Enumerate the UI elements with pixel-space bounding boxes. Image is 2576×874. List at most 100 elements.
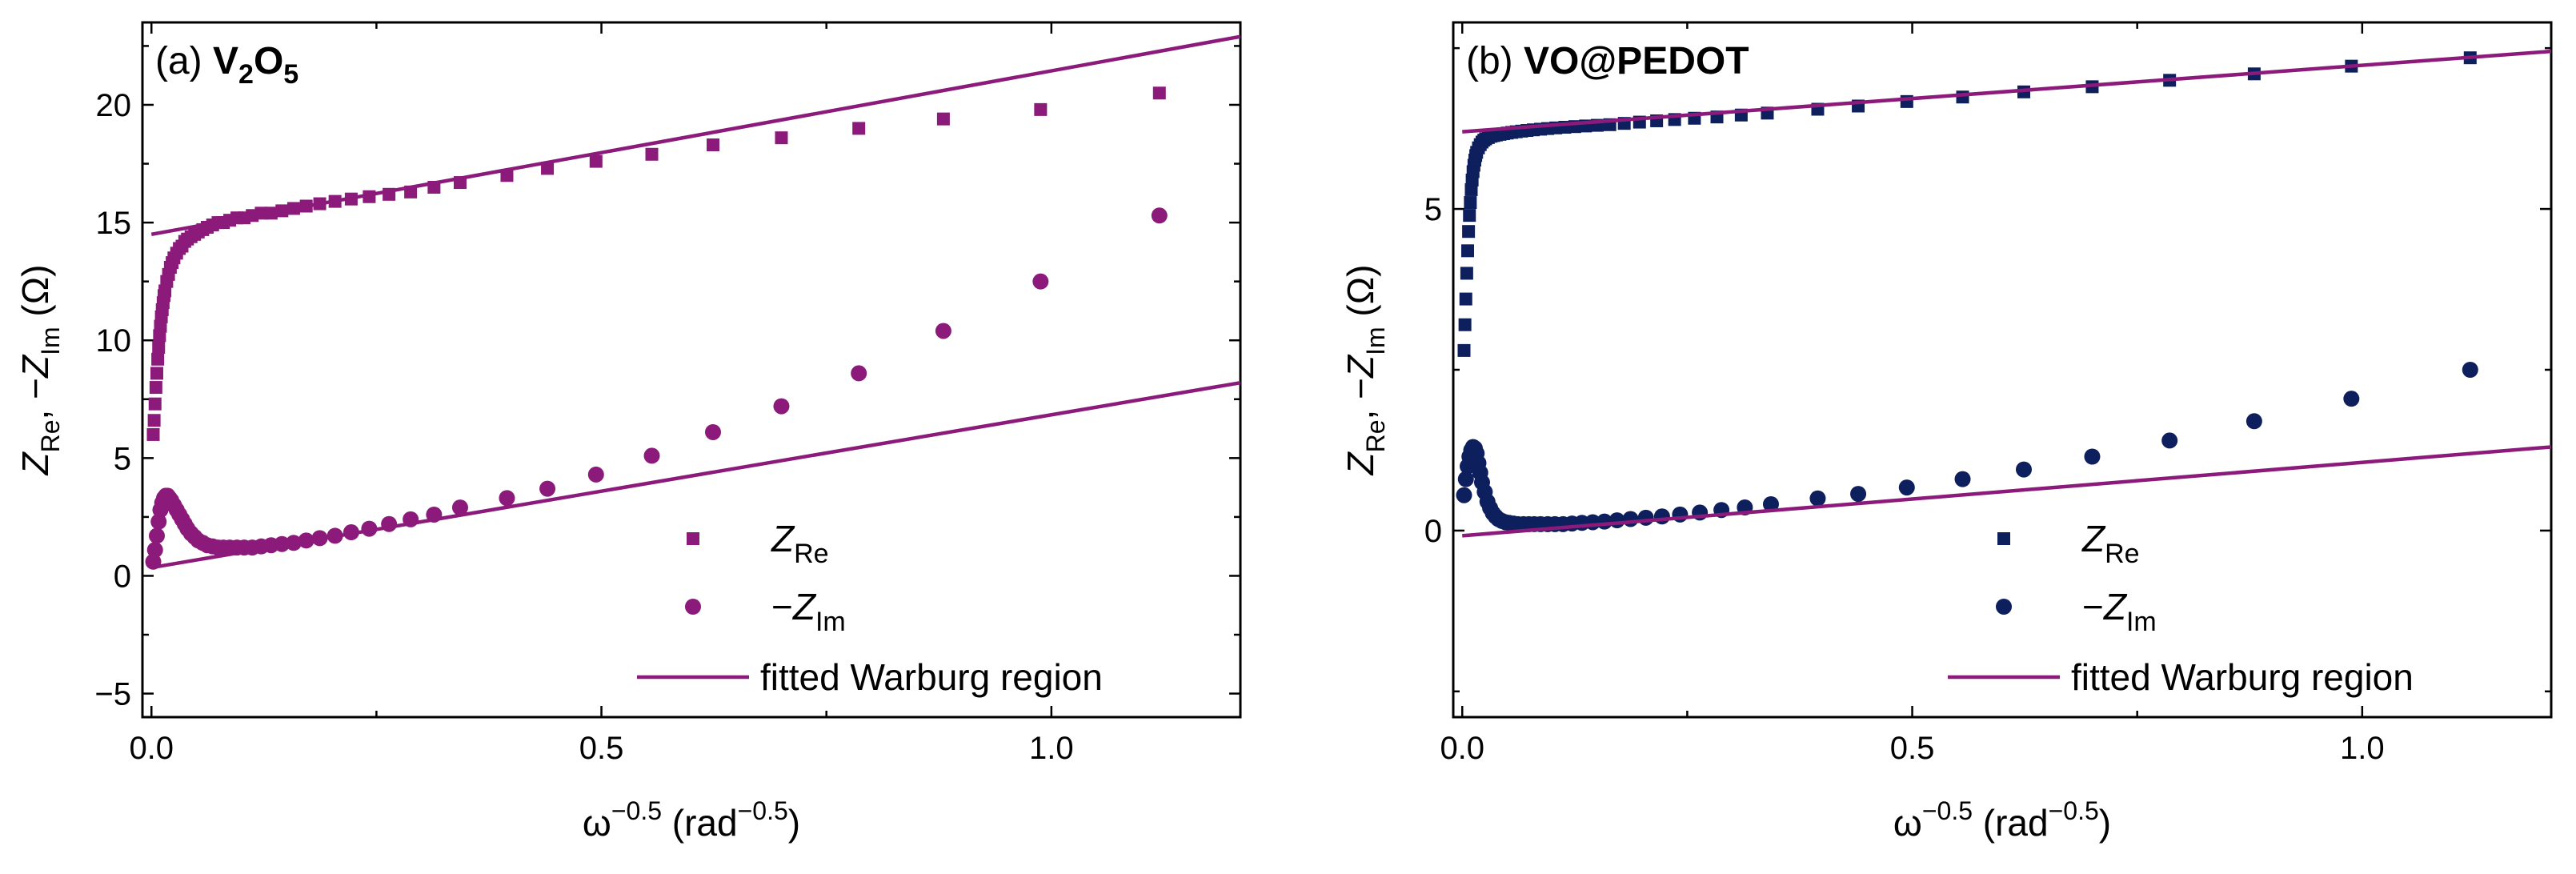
fit-line: [150, 34, 1240, 237]
legend-label-prefix: −: [2082, 586, 2104, 627]
y-axis-title-z2: Z: [1340, 354, 1381, 379]
panel-label: (a) V2O5: [155, 40, 298, 90]
panel-label: (b) VO@PEDOT: [1466, 40, 1749, 82]
x-axis-title-close: ): [2099, 802, 2111, 844]
data-point-circle: [150, 513, 167, 530]
y-tick-label: 5: [114, 441, 131, 476]
x-axis-title-exp: −0.5: [611, 796, 662, 825]
data-point-circle: [1653, 508, 1670, 525]
y-axis-title-sub2: Im: [1361, 327, 1390, 355]
data-point-square: [1034, 102, 1048, 116]
data-point-square: [149, 381, 162, 395]
legend-label-z: Z: [2081, 518, 2106, 559]
y-axis-title-sep: , −: [14, 378, 56, 419]
plot-frame: [141, 21, 1242, 719]
y-axis-title-z2: Z: [14, 354, 56, 379]
data-point-square: [852, 122, 866, 135]
y-axis-title: ZRe, −ZIm (Ω): [1340, 265, 1390, 476]
panel-title-mid: O: [254, 40, 283, 82]
legend-label: fitted Warburg region: [760, 656, 1103, 698]
data-point-circle: [2161, 432, 2178, 449]
series-zim: [1456, 362, 2478, 532]
data-point-circle: [451, 499, 468, 516]
x-tick-label: 0.5: [579, 731, 624, 766]
legend-label: −ZIm: [771, 586, 846, 637]
data-point-square: [1464, 182, 1478, 196]
data-point-circle: [2015, 461, 2032, 478]
data-point-circle: [643, 447, 660, 464]
x-tick-label: 0.5: [1890, 731, 1935, 766]
data-point-circle: [2343, 391, 2360, 407]
legend-label-prefix: −: [771, 586, 793, 627]
data-point-square: [500, 169, 514, 182]
data-point-circle: [1850, 486, 1867, 503]
y-tick-label: 10: [96, 323, 132, 359]
x-axis-title-unit-exp: −0.5: [2049, 796, 2099, 825]
data-point-circle: [1457, 471, 1474, 487]
series-zre: [146, 86, 1166, 441]
data-point-circle: [1637, 509, 1654, 526]
x-tick-label: 1.0: [2340, 731, 2385, 766]
series-zre: [1457, 51, 2477, 357]
x-axis-title-unit: (rad: [1973, 802, 2049, 844]
data-point-square: [589, 154, 603, 168]
legend-label: −ZIm: [2082, 586, 2157, 637]
data-point-circle: [539, 480, 556, 497]
panel-label-text: (a): [155, 40, 202, 82]
data-point-circle: [146, 542, 163, 559]
data-point-square: [1458, 318, 1472, 331]
x-tick-label: 0.0: [129, 731, 174, 766]
data-point-circle: [1032, 273, 1049, 290]
x-tick-label: 0.0: [1440, 731, 1484, 766]
data-point-circle: [935, 323, 951, 339]
data-point-square: [936, 112, 950, 126]
y-axis-title-sep: , −: [1340, 378, 1381, 419]
y-axis-title: ZRe, −ZIm (Ω): [14, 265, 65, 476]
data-point-circle: [704, 423, 721, 440]
data-point-circle: [148, 527, 165, 544]
legend-label-text: fitted Warburg region: [760, 656, 1103, 698]
data-point-square: [1463, 209, 1476, 223]
data-point-square: [1462, 225, 1476, 239]
legend-marker-circle: [685, 599, 701, 615]
data-point-square: [150, 367, 163, 380]
data-point-circle: [1622, 511, 1639, 527]
plot-data: [145, 34, 1240, 570]
data-point-square: [706, 138, 719, 152]
y-tick-label: 5: [1424, 192, 1442, 227]
data-point-square: [1460, 244, 1474, 258]
y-tick-label: −5: [94, 677, 131, 712]
y-axis-title-z1: Z: [1340, 451, 1381, 475]
data-point-square: [152, 341, 166, 355]
data-point-circle: [2462, 362, 2478, 378]
fit-line: [1462, 49, 2551, 134]
y-tick-label: 15: [96, 206, 132, 241]
x-axis-title-unit-exp: −0.5: [738, 796, 788, 825]
y-axis-title-unit: (Ω): [1340, 265, 1381, 327]
y-axis-title-sub2: Im: [36, 327, 65, 355]
data-point-circle: [1954, 471, 1971, 487]
data-point-square: [1459, 292, 1472, 306]
data-point-square: [151, 352, 165, 366]
data-point-square: [541, 162, 555, 175]
panel-label-text: (b): [1466, 40, 1513, 82]
legend-marker-square: [687, 532, 699, 545]
data-point-circle: [1898, 479, 1915, 496]
data-point-square: [645, 147, 659, 161]
y-tick-label: 0: [1424, 514, 1442, 549]
data-point-square: [1152, 86, 1166, 100]
legend-marker-circle: [1996, 599, 2012, 615]
legend-label-sub: Im: [2126, 607, 2157, 637]
legend-label: fitted Warburg region: [2071, 656, 2414, 698]
x-axis-title: ω−0.5 (rad−0.5): [583, 796, 800, 844]
data-point-square: [1956, 90, 1969, 104]
data-point-circle: [773, 398, 790, 415]
x-axis-title-exp: −0.5: [1922, 796, 1973, 825]
panel-title-main: V: [213, 40, 238, 82]
data-point-circle: [1151, 207, 1168, 224]
data-point-circle: [1809, 490, 1826, 507]
